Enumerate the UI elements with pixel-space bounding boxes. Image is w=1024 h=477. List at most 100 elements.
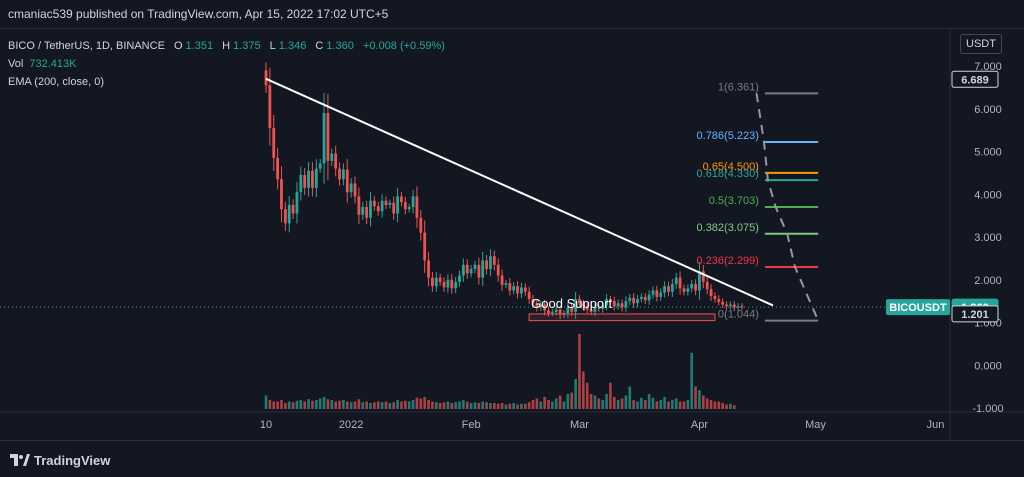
- candle-body: [647, 294, 651, 301]
- volume-bar: [276, 401, 279, 409]
- volume-bar: [562, 401, 566, 409]
- candle-body: [589, 309, 593, 312]
- volume-bar: [547, 400, 550, 409]
- high-value: 1.375: [233, 40, 261, 52]
- volume-label[interactable]: Vol: [8, 58, 24, 70]
- candle-body: [384, 200, 388, 205]
- volume-bar: [373, 402, 376, 409]
- candle-body: [667, 286, 670, 292]
- open-label: O: [173, 40, 183, 52]
- volume-bar: [686, 400, 690, 409]
- tradingview-brand[interactable]: TradingView: [34, 453, 111, 468]
- volume-bar: [682, 401, 686, 409]
- fib-level-label: 0.618(4.330): [697, 168, 759, 180]
- volume-bar: [268, 400, 272, 409]
- volume-bar: [500, 403, 504, 409]
- publisher-text: cmaniac539 published on TradingView.com,…: [8, 7, 389, 21]
- candle-body: [682, 288, 686, 292]
- volume-bar: [585, 382, 589, 409]
- support-zone[interactable]: [528, 313, 716, 322]
- volume-bar: [338, 400, 341, 409]
- y-tick-label: -1.000: [972, 403, 1003, 415]
- change-value: +0.008 (+0.59%): [362, 40, 445, 52]
- candle-body: [454, 281, 458, 289]
- price-label-box: [951, 305, 999, 323]
- candle-body: [283, 209, 287, 224]
- volume-bar: [380, 402, 384, 409]
- candle-body: [334, 153, 338, 169]
- volume-bar: [729, 403, 732, 409]
- candle-body: [678, 277, 682, 289]
- fib-level-label: 1(6.361): [718, 81, 759, 93]
- volume-bar: [678, 401, 682, 409]
- candle-body: [547, 310, 550, 314]
- volume-bar: [295, 400, 299, 409]
- volume-bar: [493, 403, 496, 409]
- candle-body: [694, 284, 697, 291]
- candle-body: [659, 292, 663, 297]
- currency-button[interactable]: USDT: [960, 34, 1002, 54]
- ema-row: EMA (200, close, 0): [8, 73, 445, 91]
- candle-body: [431, 277, 434, 287]
- volume-bar: [593, 395, 597, 409]
- projection-path[interactable]: [755, 93, 820, 322]
- volume-bar: [287, 401, 291, 409]
- volume-bar: [280, 400, 283, 409]
- volume-bar: [605, 394, 608, 409]
- candle-body: [407, 207, 411, 210]
- volume-bar: [651, 397, 655, 409]
- volume-bar: [427, 400, 430, 409]
- candle-body: [663, 286, 667, 293]
- trendline[interactable]: [265, 77, 774, 307]
- price-chart[interactable]: -1.0000.0001.0002.0003.0004.0005.0006.00…: [0, 28, 1024, 440]
- x-tick-label: Apr: [691, 419, 708, 431]
- candle-body: [369, 200, 372, 218]
- volume-bar: [442, 402, 446, 409]
- volume-bar: [334, 401, 337, 409]
- candle-body: [376, 206, 380, 212]
- candle-body: [516, 286, 519, 294]
- candle-body: [701, 271, 705, 282]
- candle-body: [709, 289, 713, 296]
- volume-bar: [566, 394, 570, 409]
- symbol-title[interactable]: BICO / TetherUS, 1D, BINANCE: [8, 40, 165, 52]
- volume-bar: [551, 401, 554, 409]
- volume-bar: [601, 400, 604, 409]
- candle-body: [465, 264, 469, 274]
- volume-bar: [477, 403, 481, 409]
- volume-bar: [520, 403, 523, 409]
- volume-bar: [527, 402, 531, 409]
- volume-bar: [640, 397, 643, 409]
- volume-bar: [539, 401, 543, 409]
- candle-body: [469, 269, 473, 274]
- volume-bar: [345, 401, 349, 409]
- x-tick-label: Feb: [462, 419, 481, 431]
- volume-bar: [721, 403, 724, 409]
- candle-body: [264, 70, 268, 86]
- volume-bar: [713, 401, 717, 409]
- volume-bar: [655, 401, 659, 409]
- footer-bar: TradingView: [0, 440, 1024, 477]
- volume-bar: [554, 398, 558, 409]
- candle-body: [415, 196, 419, 218]
- candle-body: [345, 169, 349, 193]
- candle-body: [581, 303, 585, 307]
- candle-body: [481, 260, 485, 278]
- ema-label[interactable]: EMA (200, close, 0): [8, 76, 104, 88]
- candle-body: [291, 204, 295, 214]
- candle-body: [272, 127, 276, 158]
- candle-body: [299, 175, 303, 193]
- volume-bar: [322, 397, 326, 409]
- candle-body: [612, 301, 616, 307]
- candle-body: [705, 281, 709, 290]
- volume-bar: [504, 404, 508, 409]
- volume-bar: [419, 398, 423, 409]
- candle-body: [473, 264, 477, 270]
- volume-bar: [272, 401, 276, 409]
- volume-bar: [671, 400, 674, 409]
- candle-body: [593, 307, 597, 312]
- volume-bar: [643, 400, 647, 409]
- volume-bar: [369, 403, 372, 409]
- candle-body: [338, 168, 341, 180]
- candle-body: [489, 256, 492, 270]
